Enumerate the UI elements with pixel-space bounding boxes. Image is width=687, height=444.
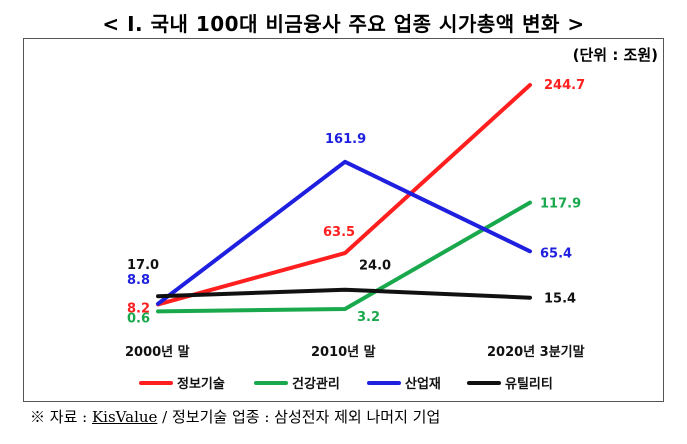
legend-label-industrial: 산업재: [405, 376, 441, 392]
x-tick-label-2: 2020년 3분기말: [487, 345, 585, 360]
series-line-it: [156, 83, 532, 307]
data-label-health-1: 3.2: [357, 310, 380, 325]
unit-label: (단위 : 조원): [572, 46, 658, 64]
series-line-industrial: [156, 159, 532, 306]
source-note: ※ 자료 : KisValue / 정보기술 업종 : 삼성전자 제외 나머지 …: [30, 408, 441, 426]
data-label-health-2: 117.9: [540, 197, 581, 212]
x-tick-label-0: 2000년 말: [125, 345, 190, 360]
series-line-health: [156, 200, 532, 314]
source-name: KisValue: [91, 408, 158, 426]
series-line-utility: [156, 287, 532, 300]
chart-frame: [23, 38, 664, 402]
data-label-it-0: 8.2: [127, 301, 150, 316]
data-label-it-2: 244.7: [544, 78, 585, 93]
data-label-utility-2: 15.4: [544, 292, 576, 307]
legend-label-utility: 유틸리티: [505, 376, 553, 392]
data-label-utility-0: 17.0: [127, 258, 159, 273]
data-label-health-0: 0.6: [127, 311, 150, 326]
data-label-it-1: 63.5: [323, 225, 355, 240]
data-label-industrial-0: 8.8: [127, 273, 150, 288]
data-label-industrial-1: 161.9: [325, 132, 366, 147]
data-label-industrial-2: 65.4: [540, 246, 572, 261]
chart-title: < Ⅰ. 국내 100대 비금융사 주요 업종 시가총액 변화 >: [102, 12, 585, 36]
legend-label-it: 정보기술: [177, 376, 225, 392]
legend-label-health: 건강관리: [292, 376, 340, 392]
data-label-utility-1: 24.0: [359, 259, 391, 274]
x-tick-label-1: 2010년 말: [311, 345, 376, 360]
